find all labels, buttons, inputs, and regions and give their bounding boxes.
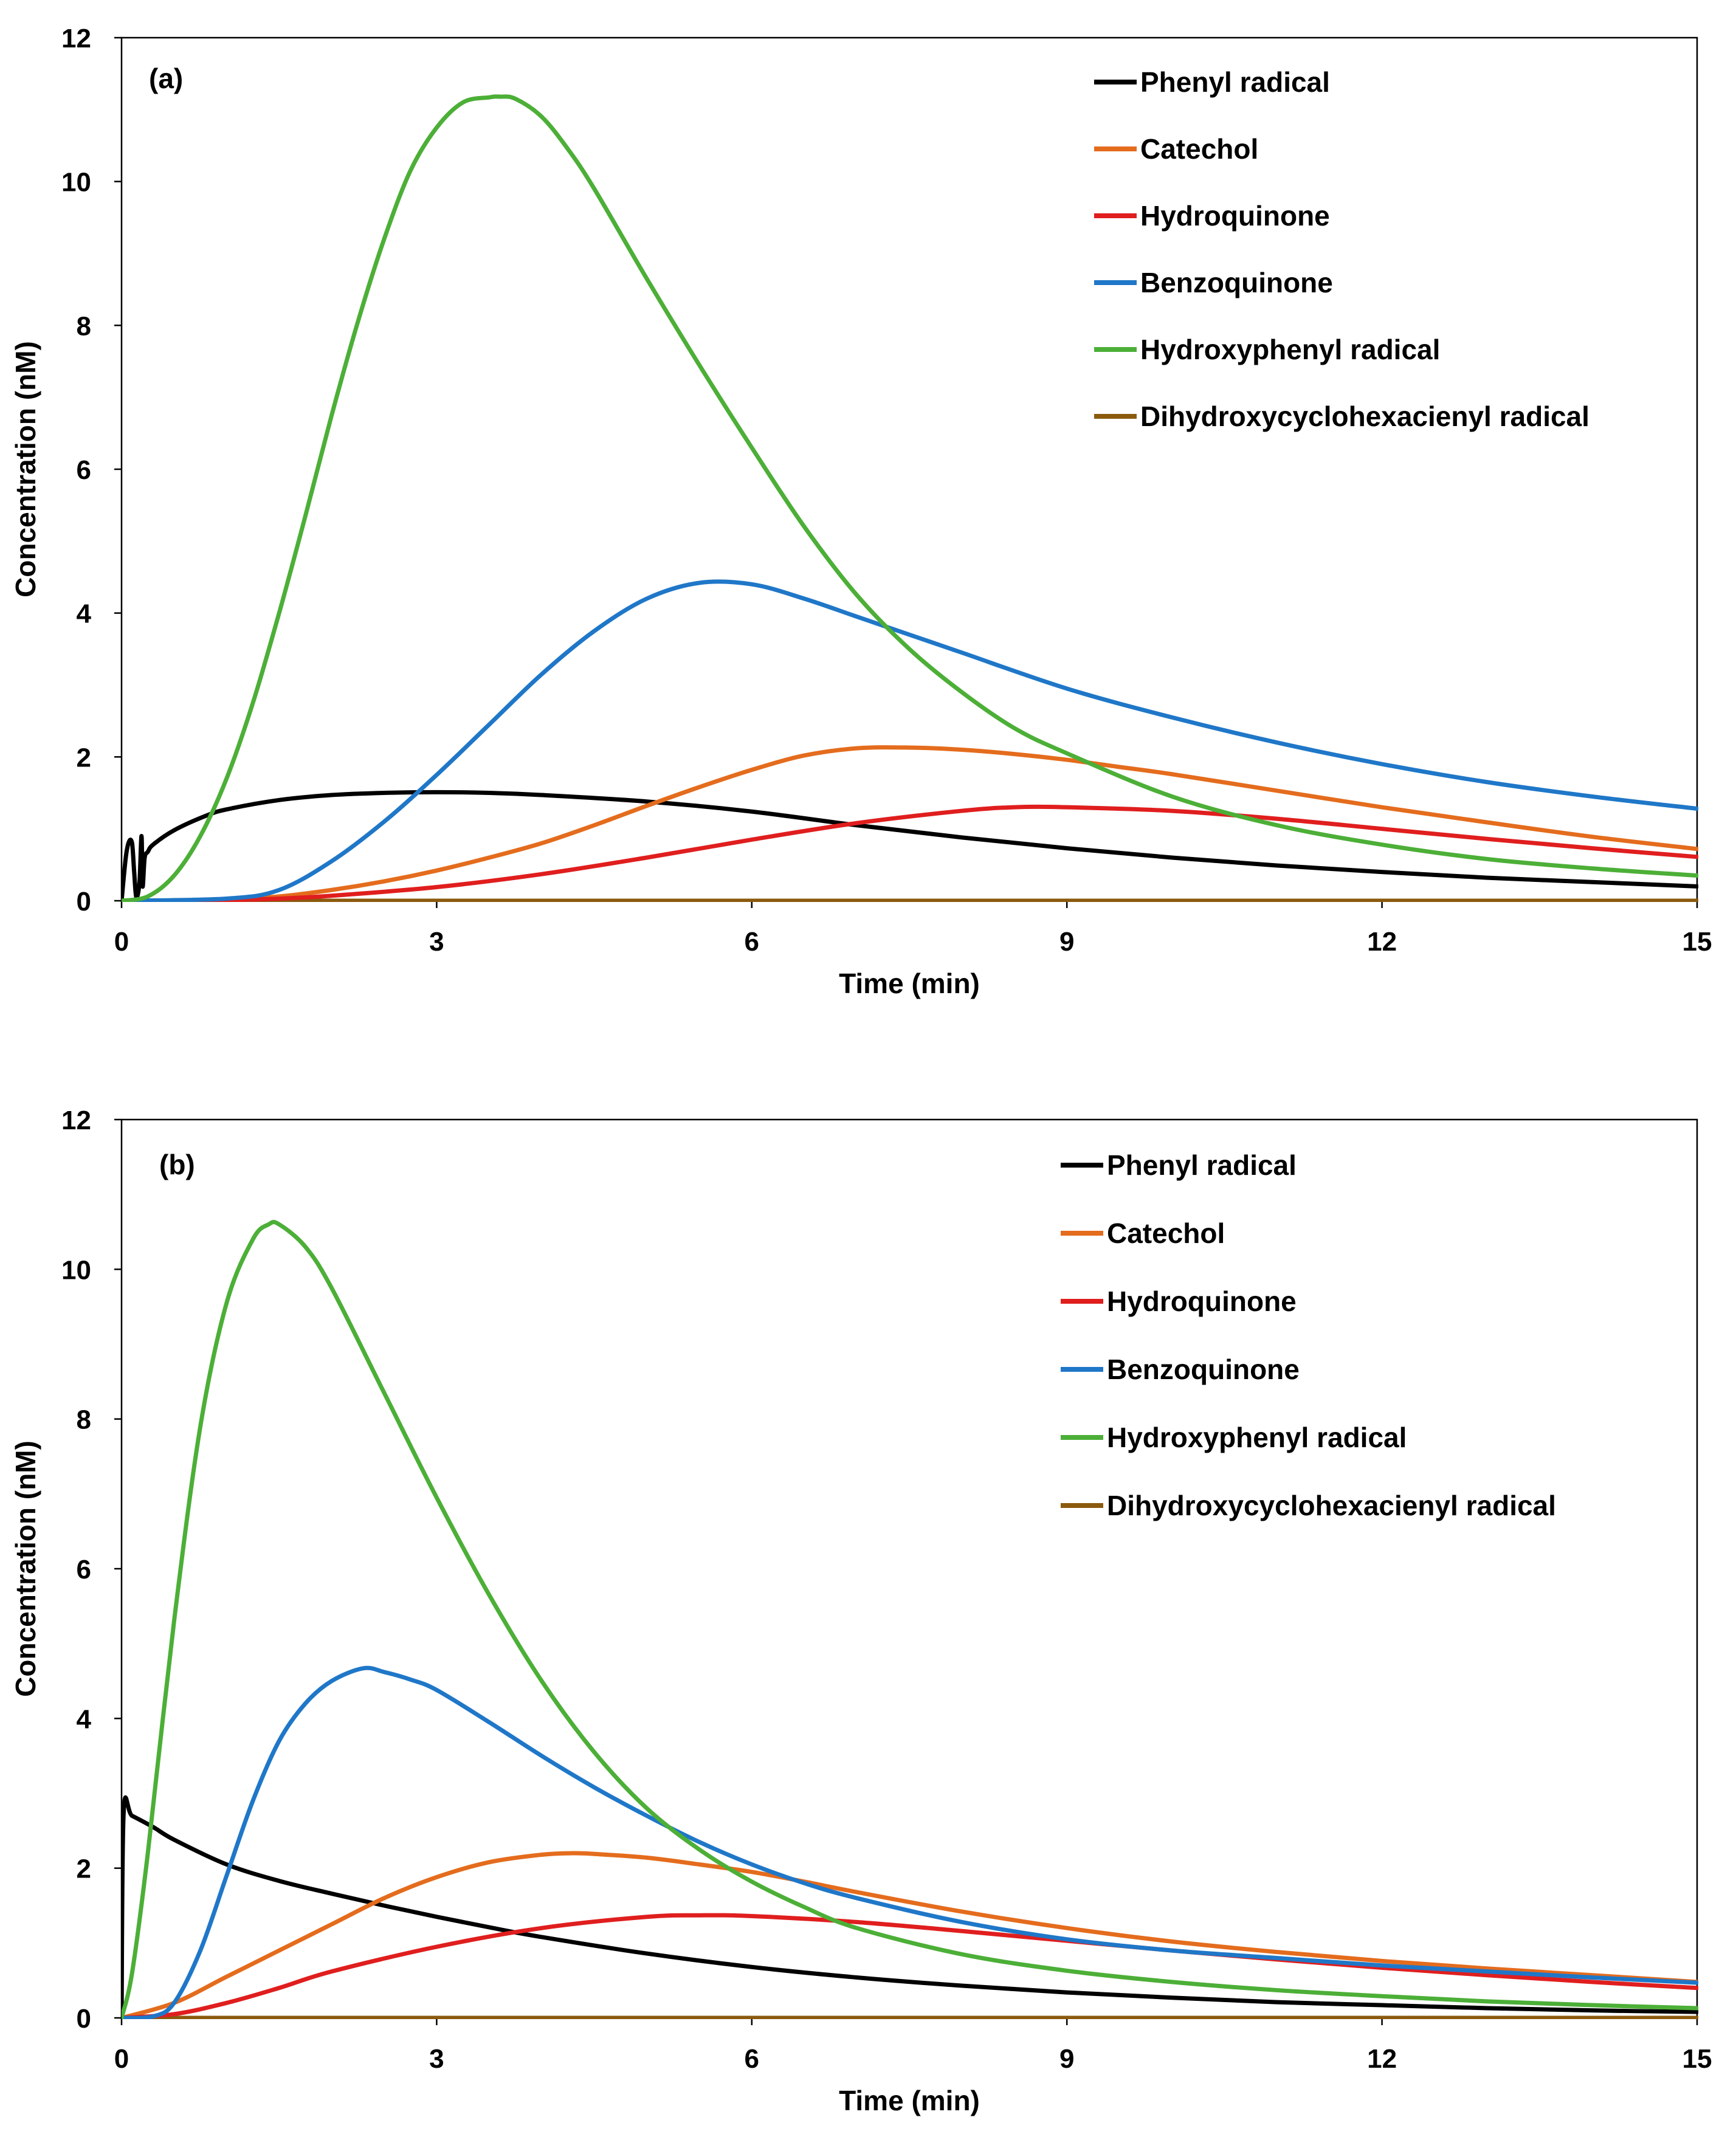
x-tick-label: 6 <box>745 2044 759 2074</box>
legend: Phenyl radical Catechol Hydroquinone Benzoq… <box>1061 1149 1556 1521</box>
legend-label-hydroquinone: Hydroquinone <box>1107 1285 1297 1317</box>
plot-frame <box>120 36 1698 902</box>
series-line-catechol <box>122 1851 1698 2019</box>
legend-label-hydroxyphenyl-radical: Hydroxyphenyl radical <box>1140 334 1440 365</box>
y-axis-title: Concentration (nM) <box>10 1440 41 1697</box>
legend-label-hydroxyphenyl-radical: Hydroxyphenyl radical <box>1107 1422 1407 1453</box>
x-tick-label: 6 <box>745 927 759 957</box>
chart-panel-a: 0 2 4 6 8 10 12 0 3 6 9 12 15 Time (min) Concentration… <box>10 24 1712 999</box>
legend-label-hydroquinone: Hydroquinone <box>1140 200 1330 232</box>
series-line-benzoquinone <box>122 1665 1698 2019</box>
y-tick-label: 10 <box>61 168 91 198</box>
series-line-phenyl-radical <box>122 1795 1698 2019</box>
x-axis-title: Time (min) <box>839 2085 980 2116</box>
x-tick-label: 9 <box>1059 927 1074 957</box>
x-tick-label: 12 <box>1367 2044 1397 2074</box>
y-tick-label: 12 <box>61 1106 91 1135</box>
y-tick-label: 2 <box>77 743 91 773</box>
legend-label-dihydroxycyclohexacienyl-radical: Dihydroxycyclohexacienyl radical <box>1107 1490 1556 1521</box>
x-axis-title: Time (min) <box>839 968 980 999</box>
legend: Phenyl radical Catechol Hydroquinone Benzoq… <box>1094 66 1590 432</box>
y-tick-label: 12 <box>61 24 91 53</box>
y-tick-label: 4 <box>77 1704 92 1734</box>
y-tick-label: 2 <box>77 1854 91 1884</box>
series-line-hydroquinone <box>122 804 1698 902</box>
panel-label: (b) <box>159 1149 195 1180</box>
x-tick-label: 15 <box>1683 927 1712 957</box>
series-line-hydroxyphenyl-radical <box>122 94 1698 902</box>
y-tick-label: 8 <box>77 1405 91 1435</box>
chart-panel-b: 0 2 4 6 8 10 12 0 3 6 9 12 15 Time (min) Concentration… <box>10 1106 1712 2116</box>
x-tick-label: 0 <box>114 2044 129 2074</box>
series-line-phenyl-radical <box>122 790 1698 902</box>
y-tick-label: 8 <box>77 311 91 341</box>
x-tick-label: 3 <box>429 2044 444 2074</box>
x-tick-label: 9 <box>1059 2044 1074 2074</box>
x-tick-label: 15 <box>1683 2044 1712 2074</box>
legend-label-phenyl-radical: Phenyl radical <box>1140 66 1330 98</box>
legend-label-catechol: Catechol <box>1140 133 1258 165</box>
legend-label-benzoquinone: Benzoquinone <box>1140 267 1333 298</box>
legend-label-benzoquinone: Benzoquinone <box>1107 1354 1300 1385</box>
y-tick-label: 0 <box>77 887 91 917</box>
legend-label-phenyl-radical: Phenyl radical <box>1107 1149 1297 1181</box>
y-tick-label: 0 <box>77 2004 91 2034</box>
y-tick-label: 6 <box>77 1555 91 1585</box>
series-line-catechol <box>122 745 1698 902</box>
y-tick-label: 10 <box>61 1255 91 1285</box>
legend-label-dihydroxycyclohexacienyl-radical: Dihydroxycyclohexacienyl radical <box>1140 401 1590 432</box>
y-tick-label: 4 <box>77 599 92 629</box>
y-tick-label: 6 <box>77 455 91 485</box>
y-axis-title: Concentration (nM) <box>10 341 41 597</box>
series-line-hydroxyphenyl-radical <box>122 1220 1698 2019</box>
series-line-benzoquinone <box>122 579 1698 902</box>
x-tick-label: 3 <box>429 927 444 957</box>
x-tick-label: 12 <box>1367 927 1397 957</box>
plot-frame <box>120 1118 1698 2019</box>
x-tick-label: 0 <box>114 927 129 957</box>
panel-label: (a) <box>149 63 183 94</box>
legend-label-catechol: Catechol <box>1107 1217 1225 1249</box>
